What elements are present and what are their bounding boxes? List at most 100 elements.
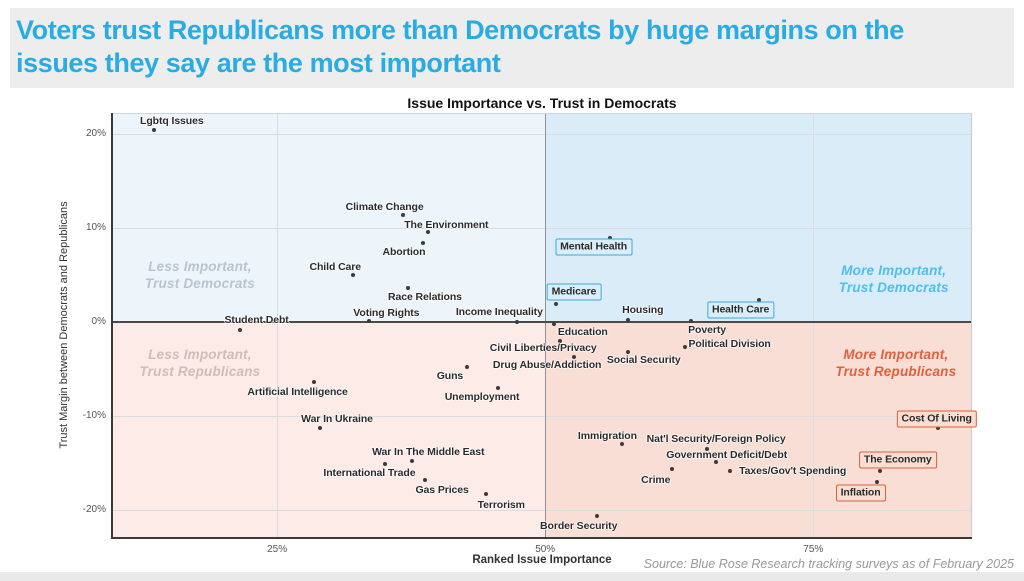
quadrant-label-line: Trust Democrats — [144, 275, 255, 291]
point-label: Drug Abuse/Addiction — [492, 359, 602, 372]
point-label: Terrorism — [477, 498, 525, 511]
quadrant-less-important-trust-republicans — [112, 321, 546, 538]
point-label: Inflation — [835, 484, 886, 502]
gridline-y-10 — [112, 227, 972, 229]
data-point — [151, 127, 156, 132]
y-tick-label: 0% — [91, 315, 106, 327]
data-point — [410, 458, 415, 463]
plot-border-top — [112, 113, 972, 114]
data-point — [383, 461, 388, 466]
data-point — [496, 386, 501, 391]
point-label: Student Debt — [224, 314, 289, 327]
point-label: Abortion — [382, 245, 426, 258]
point-label: Lgbtq Issues — [140, 114, 204, 127]
quadrant-label-line: More Important, — [841, 263, 947, 279]
quadrant-label-less-important-trust-democrats: Less Important, Trust Democrats — [100, 258, 300, 292]
gridline-y--10 — [112, 415, 972, 417]
bottom-strip — [0, 572, 1024, 581]
chart-title: Issue Importance vs. Trust in Democrats — [407, 95, 677, 111]
zero-margin-line — [112, 320, 972, 323]
point-label: Government Deficit/Debt — [666, 448, 788, 461]
point-label: Medicare — [546, 283, 602, 301]
gridline-x-75 — [813, 113, 815, 538]
y-tick-label: 20% — [85, 127, 106, 139]
data-point — [607, 236, 612, 241]
gridline-y-20 — [112, 133, 972, 135]
data-point — [877, 469, 882, 474]
data-point — [237, 328, 242, 333]
point-label: International Trade — [323, 466, 416, 479]
quadrant-label-more-important-trust-republicans: More Important, Trust Republicans — [796, 346, 996, 380]
data-point — [464, 364, 469, 369]
quadrant-label-line: Trust Democrats — [838, 280, 949, 296]
point-label: Civil Liberties/Privacy — [489, 341, 597, 354]
point-label: Gas Prices — [415, 483, 469, 496]
plot-border-left — [111, 113, 113, 538]
data-point — [689, 318, 694, 323]
x-tick-label: 25% — [267, 544, 288, 555]
point-label: Race Relations — [388, 290, 462, 303]
gridline-y--20 — [112, 509, 972, 511]
data-point — [727, 469, 732, 474]
point-label: Guns — [436, 369, 464, 382]
page-title-line-2: issues they say are the most important — [16, 48, 501, 78]
source-note: Source: Blue Rose Research tracking surv… — [643, 557, 1014, 571]
data-point — [935, 425, 940, 430]
plot-border-bottom — [111, 537, 972, 539]
point-label: The Economy — [858, 451, 937, 469]
quadrant-label-line: Less Important, — [148, 258, 252, 274]
point-label: Mental Health — [555, 238, 633, 256]
data-point — [669, 467, 674, 472]
point-label: Education — [557, 325, 608, 338]
data-point — [484, 491, 489, 496]
y-tick-label: 10% — [85, 221, 106, 233]
gridline-x-25 — [277, 113, 279, 538]
data-point — [420, 240, 425, 245]
point-label: Crime — [641, 474, 671, 487]
x-tick-label: 50% — [535, 544, 556, 555]
data-point — [405, 285, 410, 290]
quadrant-label-line: More Important, — [843, 347, 949, 363]
data-point — [367, 318, 372, 323]
point-label: Climate Change — [345, 200, 424, 213]
data-point — [351, 272, 356, 277]
point-label: Social Security — [606, 353, 681, 366]
point-label: Taxes/Gov't Spending — [739, 465, 847, 478]
x-axis-label: Ranked Issue Importance — [472, 554, 612, 566]
data-point — [572, 355, 577, 360]
data-point — [874, 479, 879, 484]
plot-border-right — [971, 113, 972, 538]
data-point — [551, 321, 556, 326]
point-label: Poverty — [688, 323, 726, 336]
quadrant-label-more-important-trust-democrats: More Important, Trust Democrats — [794, 262, 994, 296]
y-tick-label: -20% — [82, 503, 106, 515]
data-point — [713, 459, 718, 464]
point-label: Nat'l Security/Foreign Policy — [646, 432, 786, 445]
data-point — [400, 212, 405, 217]
data-point — [625, 317, 630, 322]
point-label: Political Division — [688, 338, 771, 351]
data-point — [625, 349, 630, 354]
data-point — [756, 298, 761, 303]
point-label: The Environment — [404, 219, 489, 232]
header-banner: Voters trust Republicans more than Democ… — [10, 8, 1014, 88]
point-label: Unemployment — [444, 391, 520, 404]
quadrant-label-line: Trust Republicans — [835, 364, 957, 380]
point-label: Border Security — [540, 520, 618, 533]
point-label: Health Care — [706, 301, 775, 319]
data-point — [558, 338, 563, 343]
y-tick-label: -10% — [82, 409, 106, 421]
data-point — [515, 319, 520, 324]
data-point — [682, 345, 687, 350]
point-label: War In Ukraine — [301, 412, 373, 425]
data-point — [620, 441, 625, 446]
data-point — [311, 379, 316, 384]
y-axis-label: Trust Margin between Democrats and Repub… — [58, 201, 70, 449]
plot-area: 25% 50% 75% 20% 10% 0% -10% -20% Less Important,… — [83, 113, 977, 555]
x-tick-label: 75% — [803, 544, 824, 555]
point-label: Income Inequality — [455, 305, 543, 318]
quadrant-label-line: Less Important, — [148, 347, 252, 363]
point-label: Voting Rights — [353, 306, 420, 319]
data-point — [705, 446, 710, 451]
